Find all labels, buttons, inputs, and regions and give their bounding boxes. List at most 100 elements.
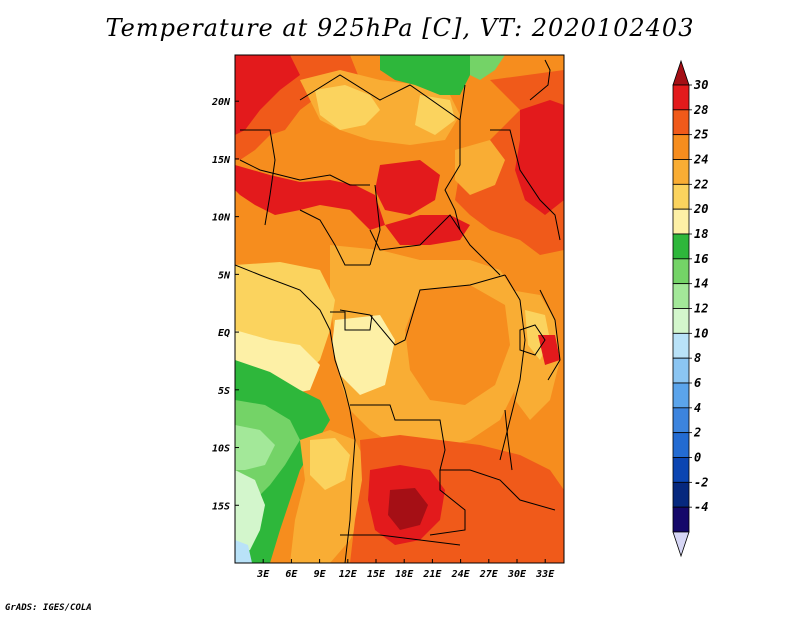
colorbar-segment (672, 481, 690, 508)
colorbar-segment (672, 357, 690, 384)
lon-tick-label: 6E (285, 569, 298, 580)
border-lake-victoria (519, 324, 546, 356)
colorbar-label: 25 (693, 128, 708, 142)
lat-tick-label: EQ (218, 328, 230, 339)
colorbar-label: 2 (693, 426, 701, 440)
field-10-atlantic (235, 470, 265, 555)
lon-tick-label: 3E (256, 569, 270, 580)
colorbar-label: 4 (694, 401, 701, 415)
lon-tick-label: 12E (339, 569, 358, 580)
field-30-south-core2 (388, 488, 428, 530)
lon-tick-label: 27E (479, 569, 499, 580)
lon-tick-label: 18E (395, 569, 414, 580)
colorbar-label: 24 (693, 153, 708, 167)
border-east-coast (529, 59, 551, 101)
field-20-angola (310, 438, 350, 490)
lat-tick-label: 15N (212, 155, 231, 166)
lat-tick-label: 5S (218, 386, 230, 397)
border-chad-sudan (444, 120, 461, 231)
border-gabon (330, 311, 373, 331)
border-chad-cameroon (369, 184, 381, 266)
border-zambia-malawi (469, 469, 556, 511)
colorbar-top-arrow (672, 59, 690, 86)
temperature-field (235, 55, 564, 563)
border-west-africa (240, 129, 276, 226)
colorbar-label: 20 (693, 202, 708, 216)
border-car (369, 214, 501, 276)
border-uganda-kenya (539, 289, 561, 381)
field-20-patch-north (315, 85, 380, 130)
field-30-patch-mid (385, 215, 470, 245)
field-14-green-north (470, 55, 505, 80)
colorbar-segment (672, 258, 690, 285)
field-12-atlantic (235, 425, 275, 470)
lat-tick-label: 15S (212, 501, 230, 512)
lat-tick-label: 5N (218, 270, 231, 281)
colorbar-label: 8 (694, 351, 701, 365)
border-angola-namibia (340, 534, 461, 546)
lon-tick-label: 24E (451, 569, 471, 580)
border-angola-zambia (429, 470, 466, 536)
colorbar-label: 12 (694, 302, 708, 316)
colorbar-segment (672, 506, 690, 533)
latitude-axis: 20N 15N 10N 5N EQ 5S 10S 15S (211, 97, 239, 512)
colorbar-segment (672, 432, 690, 458)
colorbar-segment (672, 134, 690, 160)
colorbar-segment (672, 308, 690, 334)
lon-tick-label: 33E (535, 569, 555, 580)
longitude-axis: 3E 6E 9E 12E 15E 18E 21E 24E 27E 30E 33E (256, 559, 555, 580)
colorbar-label: 28 (693, 103, 708, 117)
footer-credit: GrADS: IGES/COLA (5, 603, 92, 613)
field-30-patch-east (515, 100, 564, 215)
colorbar-label: 14 (694, 277, 708, 291)
colorbar-segment (672, 283, 690, 309)
lon-tick-label: 21E (422, 569, 442, 580)
border-coast-west (235, 264, 356, 563)
map-frame (234, 54, 565, 564)
border-sudan-ethiopia (490, 129, 561, 241)
border-congo-drc (339, 274, 506, 346)
colorbar-segment (672, 84, 690, 111)
field-30-patch-sahel (235, 165, 385, 230)
colorbar-label: 0 (694, 451, 701, 465)
field-18-central (332, 315, 395, 395)
colorbar-bottom-arrow (672, 531, 690, 558)
field-16-green-north (380, 55, 480, 95)
border-lake-tanganyika (504, 409, 513, 471)
border-drc-east (499, 274, 526, 461)
colorbar-label: 6 (694, 376, 701, 390)
colorbar-segment (672, 233, 690, 260)
border-libya-chad (299, 74, 466, 121)
colorbar-label: 30 (693, 78, 708, 92)
colorbar-label: 10 (694, 326, 708, 340)
colorbar-label: 16 (694, 252, 708, 266)
border-nigeria-cameroon (299, 209, 370, 266)
colorbar-label: 18 (694, 227, 708, 241)
colorbar-label: -4 (694, 500, 708, 514)
colorbar-segment (672, 109, 690, 136)
map-title: Temperature at 925hPa [C], VT: 202010240… (105, 14, 695, 42)
field-30-patch-nw (235, 55, 300, 135)
lon-tick-label: 30E (507, 569, 527, 580)
field-22-patch-sudan (455, 140, 505, 195)
colorbar-label: 22 (693, 177, 708, 191)
colorbar-segment (672, 457, 690, 483)
lat-tick-label: 10S (212, 444, 230, 455)
colorbar-segment (672, 332, 690, 359)
border-niger-nigeria (239, 159, 370, 186)
lon-tick-label: 9E (314, 569, 327, 580)
colorbar-segment (672, 382, 690, 409)
colorbar-segment (672, 208, 690, 235)
colorbar-segment (672, 407, 690, 434)
lat-tick-label: 20N (211, 97, 231, 108)
field-20-patch-north2 (415, 95, 455, 135)
field-30-patch-central (375, 160, 440, 215)
country-borders (235, 59, 561, 563)
colorbar-segment (672, 159, 690, 185)
lon-tick-label: 15E (367, 569, 386, 580)
colorbar-segment (672, 183, 690, 210)
lat-tick-label: 10N (212, 213, 231, 224)
colorbar-label: -2 (694, 475, 708, 489)
